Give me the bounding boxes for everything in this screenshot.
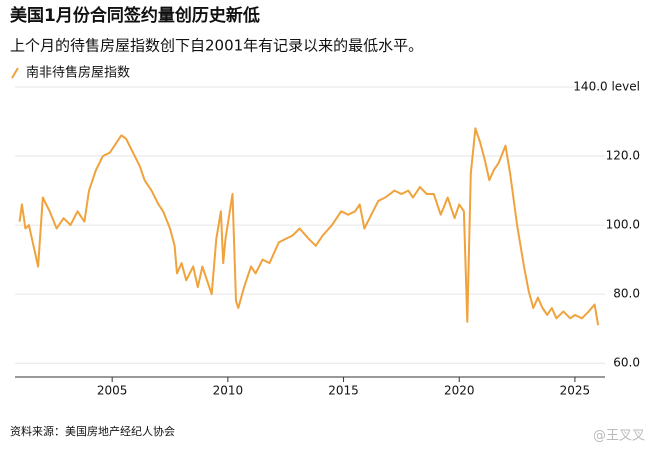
y-tick-label: 60.0 bbox=[613, 356, 640, 370]
y-tick-label: 80.0 bbox=[613, 287, 640, 301]
data-line bbox=[18, 127, 600, 326]
x-tick-label: 2005 bbox=[97, 384, 128, 398]
x-tick-label: 2010 bbox=[213, 384, 244, 398]
x-tick-label: 2020 bbox=[444, 384, 475, 398]
legend-swatch bbox=[11, 67, 19, 79]
watermark: @王叉叉 bbox=[593, 429, 645, 444]
source-note: 资料来源：美国房地产经纪人协会 bbox=[10, 424, 175, 438]
y-tick-label: 120.0 bbox=[606, 149, 640, 163]
y-tick-label: 100.0 bbox=[606, 218, 640, 232]
legend-label: 南非待售房屋指数 bbox=[26, 65, 130, 81]
chart-title: 美国1月份合同签约量创历史新低 bbox=[10, 5, 260, 26]
x-tick-label: 2015 bbox=[328, 384, 359, 398]
chart-subtitle: 上个月的待售房屋指数创下自2001年有记录以来的最低水平。 bbox=[10, 37, 423, 55]
y-tick-label: 140.0 level bbox=[573, 80, 640, 94]
x-tick-label: 2025 bbox=[560, 384, 591, 398]
